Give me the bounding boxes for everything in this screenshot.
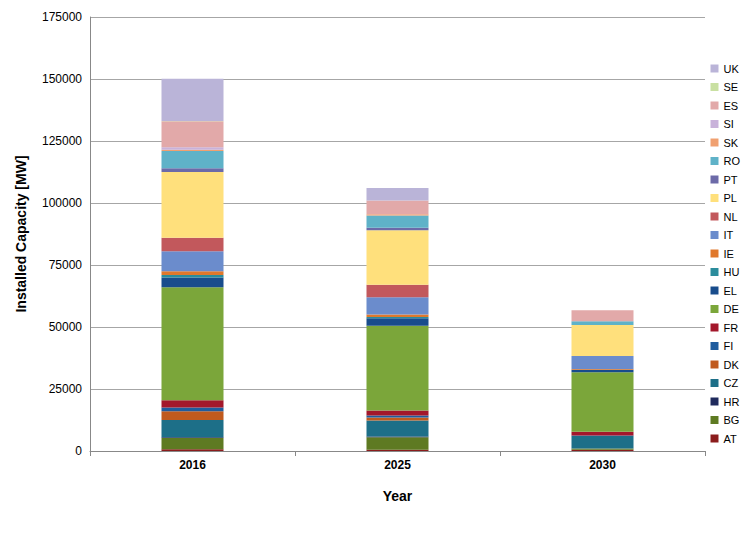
svg-text:SI: SI <box>724 118 734 130</box>
svg-text:BG: BG <box>724 414 740 426</box>
svg-text:Year: Year <box>383 488 413 504</box>
svg-text:2025: 2025 <box>384 458 411 472</box>
svg-text:ES: ES <box>724 100 739 112</box>
svg-text:0: 0 <box>75 444 82 458</box>
svg-text:IT: IT <box>724 229 734 241</box>
svg-text:FI: FI <box>724 340 734 352</box>
svg-text:175000: 175000 <box>42 10 82 24</box>
svg-text:Installed Capacity [MW]: Installed Capacity [MW] <box>13 155 29 312</box>
svg-text:IE: IE <box>724 248 734 260</box>
svg-text:PT: PT <box>724 174 738 186</box>
svg-text:2016: 2016 <box>179 458 206 472</box>
svg-text:100000: 100000 <box>42 196 82 210</box>
svg-text:DE: DE <box>724 303 739 315</box>
svg-text:75000: 75000 <box>49 258 83 272</box>
svg-text:CZ: CZ <box>724 377 739 389</box>
svg-text:SK: SK <box>724 137 739 149</box>
svg-text:150000: 150000 <box>42 72 82 86</box>
svg-text:PL: PL <box>724 192 737 204</box>
svg-text:50000: 50000 <box>49 320 83 334</box>
svg-text:NL: NL <box>724 211 738 223</box>
svg-text:125000: 125000 <box>42 134 82 148</box>
svg-text:25000: 25000 <box>49 382 83 396</box>
svg-text:FR: FR <box>724 322 739 334</box>
svg-text:UK: UK <box>724 63 740 75</box>
svg-text:SE: SE <box>724 81 739 93</box>
svg-text:EL: EL <box>724 285 737 297</box>
svg-text:RO: RO <box>724 155 741 167</box>
svg-text:2030: 2030 <box>589 458 616 472</box>
svg-text:HR: HR <box>724 396 740 408</box>
svg-text:DK: DK <box>724 359 740 371</box>
svg-text:AT: AT <box>724 433 738 445</box>
svg-text:HU: HU <box>724 266 740 278</box>
